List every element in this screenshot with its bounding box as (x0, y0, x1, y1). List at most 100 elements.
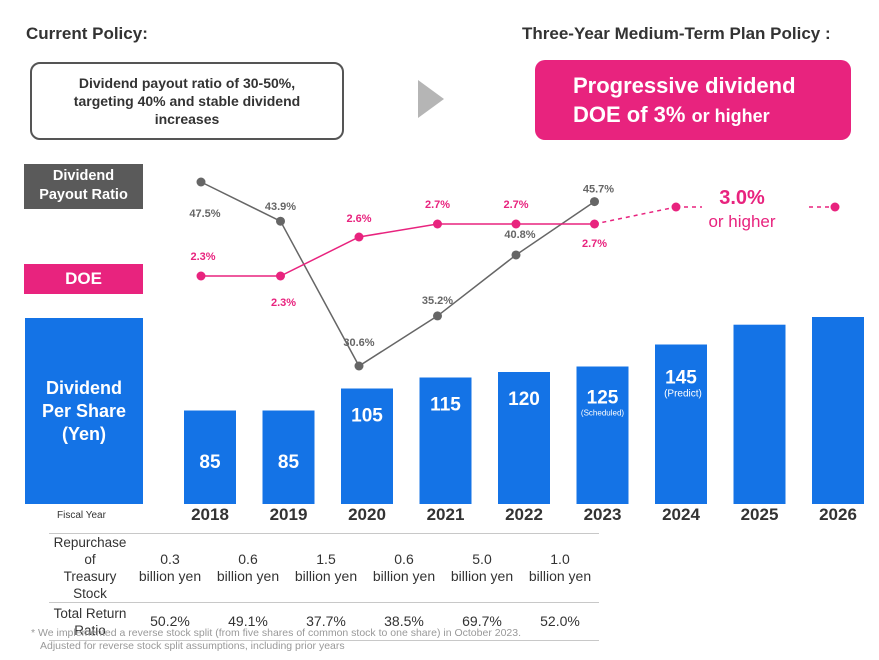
payout-ratio-label: 40.8% (504, 229, 535, 241)
return-cell: 49.1% (209, 602, 287, 641)
x-tick-label: 2020 (348, 505, 386, 524)
doe-label: 2.3% (190, 251, 215, 263)
bar (733, 324, 786, 504)
dps-label-line2: Per Share (41, 400, 127, 421)
payout-ratio-label-line2: Payout Ratio (39, 187, 128, 203)
doe-target-point (671, 202, 681, 212)
return-cell: 38.5% (365, 602, 443, 641)
plan-policy-box: Progressive dividend DOE of 3% or higher (535, 60, 851, 140)
bar (812, 317, 864, 504)
payout-ratio-label: 43.9% (265, 201, 296, 213)
repurchase-cell: 0.6 billion yen (365, 533, 443, 603)
doe-target-point (830, 202, 840, 212)
bar (576, 366, 629, 504)
repurchase-cell: 1.5 billion yen (287, 533, 365, 603)
repurchase-cell: 5.0 billion yen (443, 533, 521, 603)
lines-layer (196, 177, 840, 371)
bar-note-label: (Scheduled) (581, 409, 624, 418)
dps-label: Dividend Per Share (Yen) (25, 318, 143, 504)
doe-label: 2.3% (271, 297, 296, 309)
payout-ratio-point (511, 250, 521, 260)
footnote-line2: Adjusted for reverse stock split assumpt… (40, 640, 345, 652)
x-tick-label: 2025 (741, 505, 779, 524)
bar-value-label: 145 (665, 368, 697, 389)
bar-value-label: 115 (430, 395, 461, 416)
table-row-total-return: Total Return Ratio 50.2% 49.1% 37.7% 38.… (49, 602, 599, 641)
bar (262, 410, 315, 504)
return-cell: 50.2% (131, 602, 209, 641)
footnote: * We implemented a reverse stock split (… (31, 627, 521, 653)
buyback-table: Repurchase of Treasury Stock 0.3 billion … (49, 533, 599, 641)
bar-value-label: 125 (587, 388, 619, 409)
dps-label-line3: (Yen) (61, 423, 106, 444)
bar-value-label: 105 (351, 406, 383, 427)
x-tick-label: 2021 (427, 505, 465, 524)
bar (655, 344, 707, 504)
payout-ratio-label: 47.5% (189, 208, 220, 220)
payout-ratio-line (200, 181, 595, 368)
plan-policy-line1: Progressive dividend (573, 73, 796, 98)
return-row-head: Total Return Ratio (49, 602, 131, 641)
doe-point (511, 219, 521, 229)
x-tick-label: 2022 (505, 505, 543, 524)
bar (341, 388, 393, 504)
x-tick-label: 2018 (191, 505, 229, 524)
repurchase-cell: 0.6 billion yen (209, 533, 287, 603)
payout-ratio-point (433, 311, 442, 321)
repurchase-head-line1: Repurchase of (53, 535, 127, 567)
repurchase-head-line2: Treasury Stock (63, 569, 117, 601)
doe-point (196, 271, 206, 281)
dividend-chart: 85 85 105 115 120 125 145 (Scheduled) (Predict) 2… (184, 177, 864, 524)
repurchase-cell: 1.0 billion yen (521, 533, 599, 603)
payout-ratio-label-line1: Dividend (52, 168, 115, 184)
doe-target-label: 3.0% (719, 187, 765, 209)
doe-target-sub: or higher (708, 212, 775, 231)
doe-point (433, 219, 442, 229)
payout-ratio-label: 45.7% (583, 184, 614, 196)
x-tick-label: 2019 (270, 505, 308, 524)
labels-layer: 85 85 105 115 120 125 145 (Scheduled) (Predict) 2… (189, 184, 857, 524)
payout-ratio-point (196, 177, 206, 187)
x-tick-label: 2024 (662, 505, 700, 524)
bar-value-label: 85 (278, 452, 300, 473)
bar-value-label: 120 (508, 389, 540, 410)
current-policy-box: Dividend payout ratio of 30-50%, targeti… (30, 62, 344, 140)
doe-line (201, 223, 595, 277)
doe-point (354, 232, 364, 242)
doe-point (276, 271, 285, 281)
bar (498, 372, 550, 504)
payout-ratio-point (276, 216, 285, 226)
plan-policy-line2: DOE of 3% (573, 102, 686, 127)
x-tick-label: 2023 (584, 505, 622, 524)
return-cell: 37.7% (287, 602, 365, 641)
bar-value-label: 85 (199, 452, 221, 473)
table-row-repurchase: Repurchase of Treasury Stock 0.3 billion … (49, 533, 599, 603)
current-policy-title: Current Policy: (26, 24, 148, 43)
fiscal-year-label: Fiscal Year (57, 510, 106, 521)
bars-layer (184, 317, 864, 504)
return-head-line2: Ratio (74, 622, 106, 638)
bar (419, 377, 472, 504)
bar-note-label: (Predict) (664, 389, 702, 400)
doe-target-dash (594, 206, 677, 225)
return-head-line1: Total Return (53, 605, 127, 621)
doe-label: 2.7% (425, 199, 450, 211)
footnote-line1: * We implemented a reverse stock split (… (31, 627, 522, 639)
payout-ratio-label: Dividend Payout Ratio (24, 164, 143, 209)
plan-policy-title: Three-Year Medium-Term Plan Policy : (522, 24, 831, 43)
repurchase-row-head: Repurchase of Treasury Stock (49, 533, 131, 603)
payout-ratio-label: 30.6% (343, 337, 374, 349)
current-policy-text: Dividend payout ratio of 30-50%, targeti… (73, 75, 301, 127)
doe-label: 2.7% (503, 199, 528, 211)
repurchase-cell: 0.3 billion yen (131, 533, 209, 603)
dps-label-line1: Dividend (45, 377, 122, 398)
doe-label: 2.6% (346, 213, 371, 225)
return-cell: 52.0% (521, 602, 599, 641)
bar (184, 410, 236, 504)
payout-ratio-point (590, 197, 599, 207)
plan-policy-line2-small: or higher (691, 106, 770, 126)
return-cell: 69.7% (443, 602, 521, 641)
doe-label: DOE (24, 264, 143, 294)
arrow-right-icon (418, 80, 444, 118)
payout-ratio-label: 35.2% (422, 295, 453, 307)
